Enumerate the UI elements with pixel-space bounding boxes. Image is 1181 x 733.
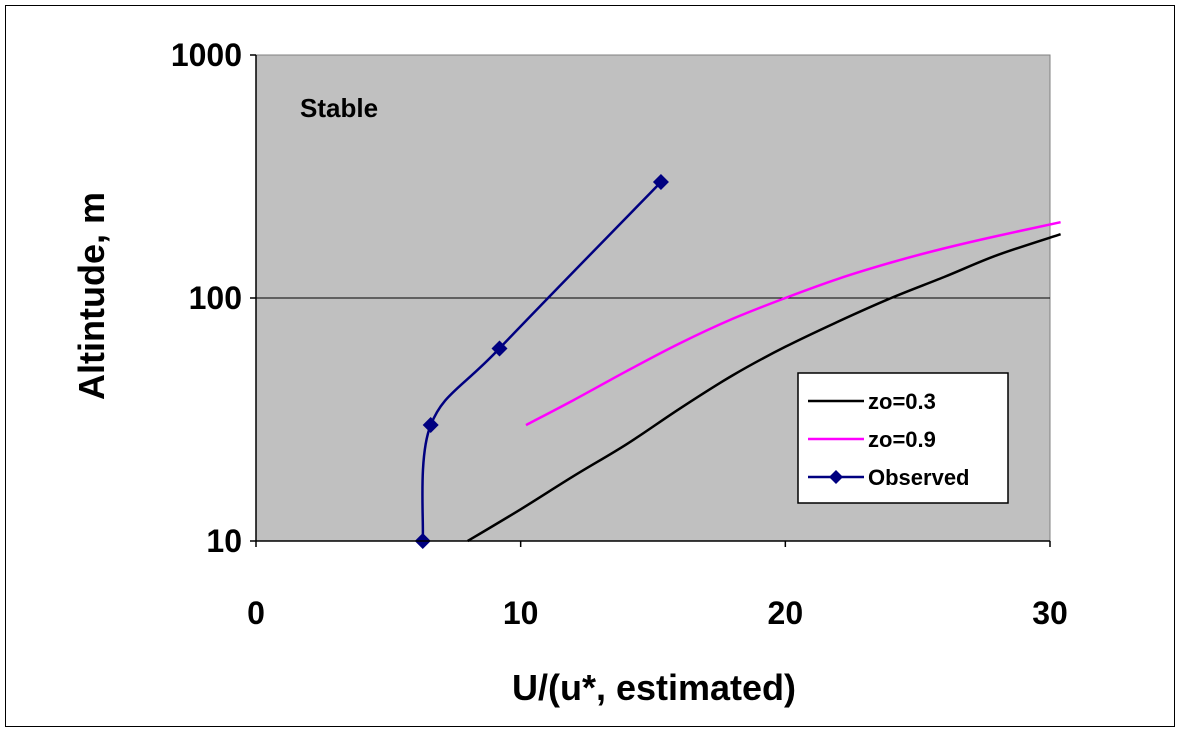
series-layer (414, 174, 1061, 549)
series-line (525, 220, 1061, 427)
series-line (467, 233, 1061, 543)
legend-item: zo=0.9 (808, 427, 936, 452)
y-tick-label: 1000 (171, 37, 242, 73)
y-tick-label: 100 (189, 280, 242, 316)
chart-frame (5, 5, 1175, 727)
series-zo=0.3 (467, 233, 1061, 543)
legend: zo=0.3 zo=0.9 Observed (797, 372, 1009, 504)
x-tick-label: 30 (1032, 595, 1068, 631)
y-tick-label: 10 (206, 523, 242, 559)
legend-item: zo=0.3 (808, 389, 936, 414)
data-point (652, 174, 669, 191)
series-zo=0.9 (525, 220, 1061, 427)
legend-item: Observed (808, 465, 970, 490)
series-line (421, 181, 662, 542)
data-point (422, 417, 439, 434)
diamond-icon (829, 470, 843, 484)
x-tick-label: 20 (768, 595, 804, 631)
x-tick-label: 10 (503, 595, 539, 631)
y-axis-title: Altintude, m (71, 192, 112, 400)
x-tick-label: 0 (247, 595, 265, 631)
series-Observed (414, 174, 669, 549)
legend-label: Observed (868, 465, 970, 490)
annotation-stable: Stable (300, 93, 378, 123)
data-point (491, 340, 508, 357)
legend-label: zo=0.9 (868, 427, 936, 452)
legend-label: zo=0.3 (868, 389, 936, 414)
x-axis-title: U/(u*, estimated) (512, 667, 796, 708)
